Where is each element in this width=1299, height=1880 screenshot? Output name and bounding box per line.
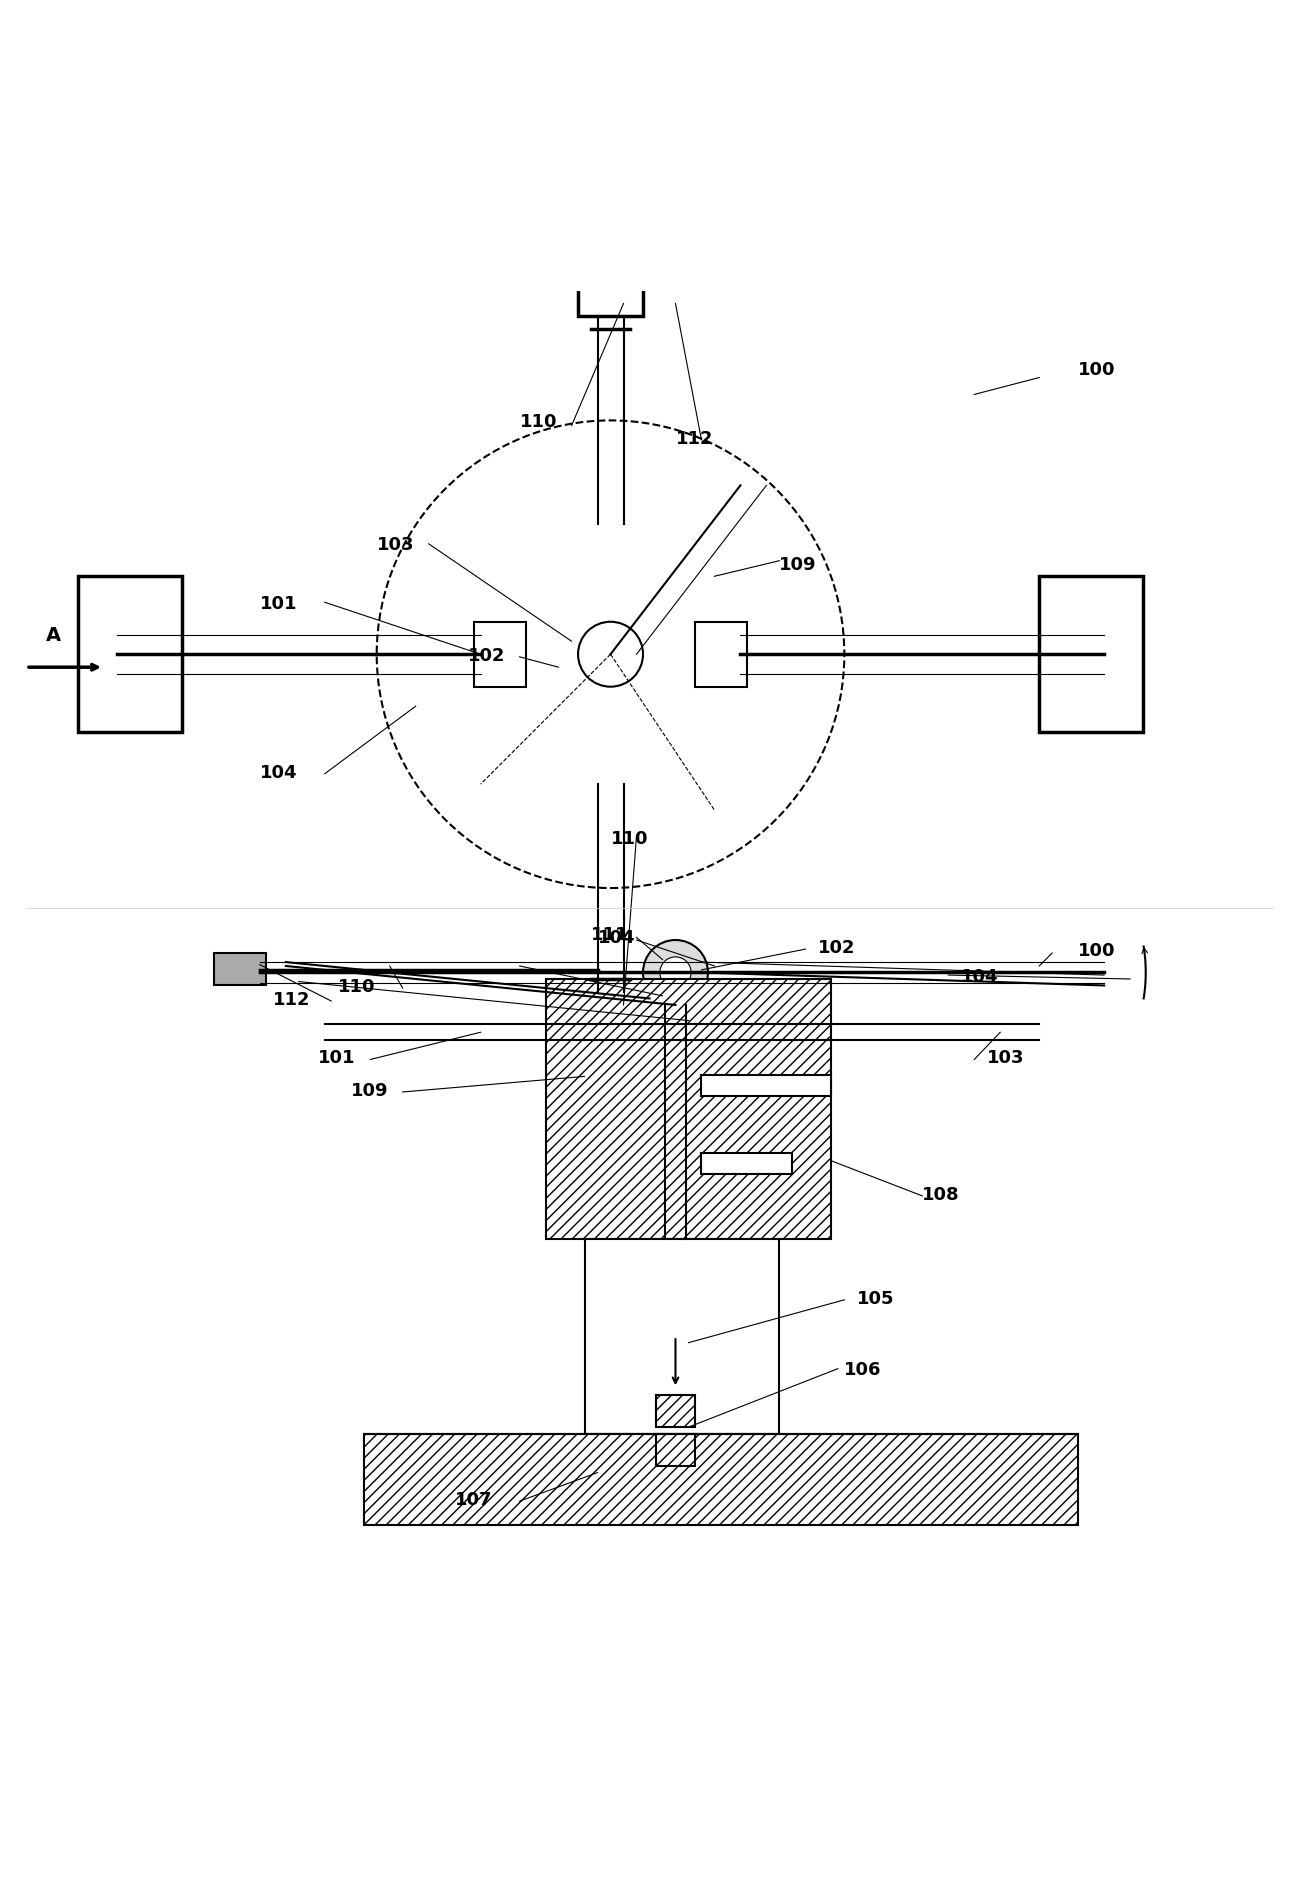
Text: 103: 103 [987,1049,1025,1068]
Bar [1039,577,1143,731]
Circle shape [643,940,708,1006]
Text: 105: 105 [857,1290,895,1308]
Bar [656,1434,695,1466]
Text: 110: 110 [520,414,557,431]
Text: 110: 110 [611,829,648,848]
Bar [656,1395,695,1427]
Bar [701,1075,831,1096]
Text: 112: 112 [273,991,310,1010]
Bar [474,622,526,686]
Bar [214,953,266,985]
Text: 112: 112 [675,431,713,447]
Text: 109: 109 [351,1081,388,1100]
Text: 100: 100 [1078,942,1116,959]
Text: 102: 102 [818,938,856,957]
Bar [585,1239,779,1434]
Bar [578,993,643,1083]
Text: 104: 104 [598,929,635,948]
Text: 101: 101 [260,594,297,613]
Text: A: A [45,626,61,645]
Bar [546,979,831,1239]
Text: 108: 108 [922,1186,960,1203]
Text: 107: 107 [455,1491,492,1510]
Bar [701,1152,792,1173]
Circle shape [578,622,643,686]
Bar [695,622,747,686]
Text: 109: 109 [779,556,817,573]
Text: 110: 110 [338,978,375,996]
Text: 106: 106 [844,1361,882,1380]
Text: 102: 102 [468,647,505,666]
Text: 100: 100 [1078,361,1116,380]
Bar [78,577,182,731]
Text: 101: 101 [318,1049,356,1068]
Text: 104: 104 [260,763,297,782]
Text: 103: 103 [377,536,414,555]
Bar [364,1434,1078,1525]
Circle shape [660,957,691,989]
Bar [578,226,643,316]
Text: 111: 111 [591,927,629,944]
Text: 104: 104 [961,968,999,985]
